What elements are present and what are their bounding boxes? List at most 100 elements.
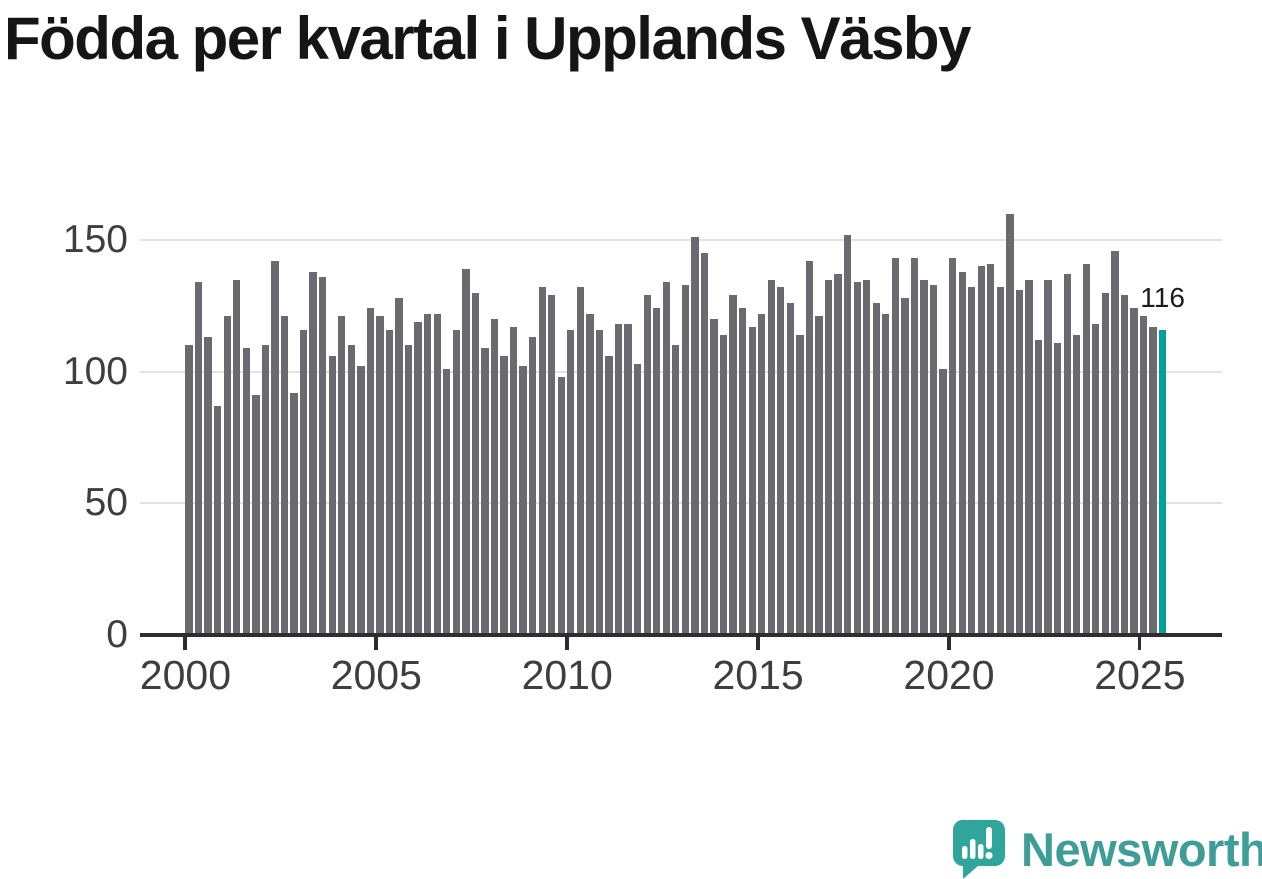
bar-2005-Q1 (376, 316, 384, 635)
bar-2019-Q3 (929, 284, 938, 635)
y-tick-label-150: 150 (62, 218, 128, 261)
gridline-150 (140, 239, 1222, 241)
logo-exclamation-dot (985, 851, 993, 860)
bar-2025-Q2 (1149, 326, 1157, 635)
bar-2011-Q4 (634, 363, 642, 635)
bar-2008-Q2 (500, 355, 508, 635)
bar-2014-Q2 (729, 295, 737, 635)
bar-2023-Q2 (1073, 334, 1081, 635)
bar-2018-Q4 (901, 297, 909, 635)
y-tick-label-50: 50 (84, 481, 128, 525)
x-tick-2020 (947, 637, 951, 650)
bar-2002-Q4 (290, 392, 298, 635)
bar-2000-Q2 (194, 282, 203, 635)
bar-2010-Q1 (567, 329, 575, 635)
bar-2008-Q3 (509, 326, 518, 635)
bar-2011-Q3 (624, 324, 632, 635)
bar-2009-Q2 (538, 287, 546, 635)
bar-2021-Q4 (1015, 290, 1024, 635)
x-tick-label-2025: 2025 (1094, 652, 1186, 698)
bar-2024-Q3 (1120, 295, 1129, 635)
bar-2002-Q3 (280, 316, 289, 635)
bar-2013-Q3 (700, 253, 709, 635)
bar-2015-Q2 (767, 279, 775, 635)
bar-2019-Q1 (910, 258, 919, 635)
bar-2000-Q4 (214, 405, 222, 635)
bar-2015-Q3 (777, 287, 785, 635)
bar-2010-Q3 (586, 313, 594, 635)
gridline-50 (140, 502, 1222, 505)
logo-bar-3 (978, 844, 984, 859)
bar-2003-Q3 (319, 276, 327, 635)
bar-2006-Q1 (414, 321, 422, 635)
chart-title: Födda per kvartal i Upplands Väsby (4, 5, 971, 72)
bar-2000-Q3 (204, 337, 212, 635)
bar-2005-Q2 (385, 329, 394, 635)
x-tick-label-2020: 2020 (903, 652, 995, 698)
bar-2013-Q4 (710, 319, 718, 635)
bar-2024-Q4 (1130, 308, 1138, 635)
gridline-100 (140, 370, 1222, 373)
bar-2006-Q3 (433, 313, 441, 635)
logo-bar-2 (970, 839, 976, 859)
bar-2013-Q1 (681, 284, 690, 635)
bar-2016-Q2 (805, 261, 814, 635)
bar-2025-Q3 (1158, 329, 1167, 635)
bar-2007-Q1 (452, 329, 460, 635)
bar-2017-Q4 (863, 279, 871, 635)
y-tick-label-100: 100 (62, 349, 128, 393)
bar-2017-Q2 (844, 234, 852, 635)
bar-2007-Q4 (481, 347, 489, 635)
bar-2019-Q2 (920, 279, 928, 635)
bar-2007-Q3 (471, 292, 480, 635)
x-tick-label-2010: 2010 (521, 652, 613, 698)
bar-2010-Q4 (595, 329, 604, 635)
bar-2020-Q1 (949, 258, 957, 635)
bar-2002-Q1 (261, 345, 270, 635)
bar-2006-Q2 (424, 313, 432, 635)
bar-2023-Q3 (1082, 263, 1090, 635)
bar-2023-Q4 (1092, 324, 1100, 635)
newsworthy-logo-text: Newsworthy (1021, 822, 1262, 876)
bar-2004-Q2 (347, 345, 355, 635)
bar-2011-Q2 (614, 324, 623, 635)
x-tick-label-2000: 2000 (139, 652, 231, 698)
bar-2004-Q3 (357, 366, 365, 635)
bar-2015-Q4 (786, 303, 795, 635)
bar-2007-Q2 (462, 268, 470, 635)
x-tick-2005 (374, 637, 378, 650)
x-tick-2015 (756, 637, 760, 650)
bar-2009-Q1 (529, 337, 537, 635)
bar-2018-Q3 (891, 258, 900, 635)
bar-2003-Q2 (309, 271, 317, 635)
bar-2022-Q3 (1044, 279, 1052, 635)
bar-2020-Q4 (977, 266, 985, 635)
bar-2022-Q2 (1034, 340, 1043, 635)
bar-2004-Q1 (338, 316, 346, 635)
x-tick-label-2015: 2015 (712, 652, 804, 698)
last-value-annotation: 116 (1140, 282, 1185, 313)
bar-2017-Q3 (853, 282, 861, 635)
bar-2006-Q4 (443, 369, 451, 635)
x-tick-label-2005: 2005 (330, 652, 422, 698)
bar-2012-Q4 (672, 345, 680, 635)
bar-2000-Q1 (185, 345, 193, 635)
bar-2008-Q4 (519, 366, 527, 635)
bar-2009-Q3 (548, 295, 556, 635)
bar-2015-Q1 (758, 313, 766, 635)
bar-2014-Q1 (719, 334, 728, 635)
bar-2012-Q2 (653, 308, 661, 635)
bar-2005-Q3 (395, 297, 403, 635)
newsworthy-chart-bubble-icon (952, 819, 1005, 879)
bar-2018-Q2 (882, 313, 890, 635)
bar-2001-Q3 (242, 347, 250, 635)
bar-2021-Q3 (1006, 213, 1014, 635)
bar-2023-Q1 (1063, 274, 1071, 635)
x-tick-2010 (565, 637, 569, 650)
bar-2003-Q1 (299, 329, 308, 635)
logo-bar-1 (962, 846, 968, 859)
bar-2001-Q1 (223, 316, 231, 635)
logo-exclamation-bar (986, 827, 992, 849)
